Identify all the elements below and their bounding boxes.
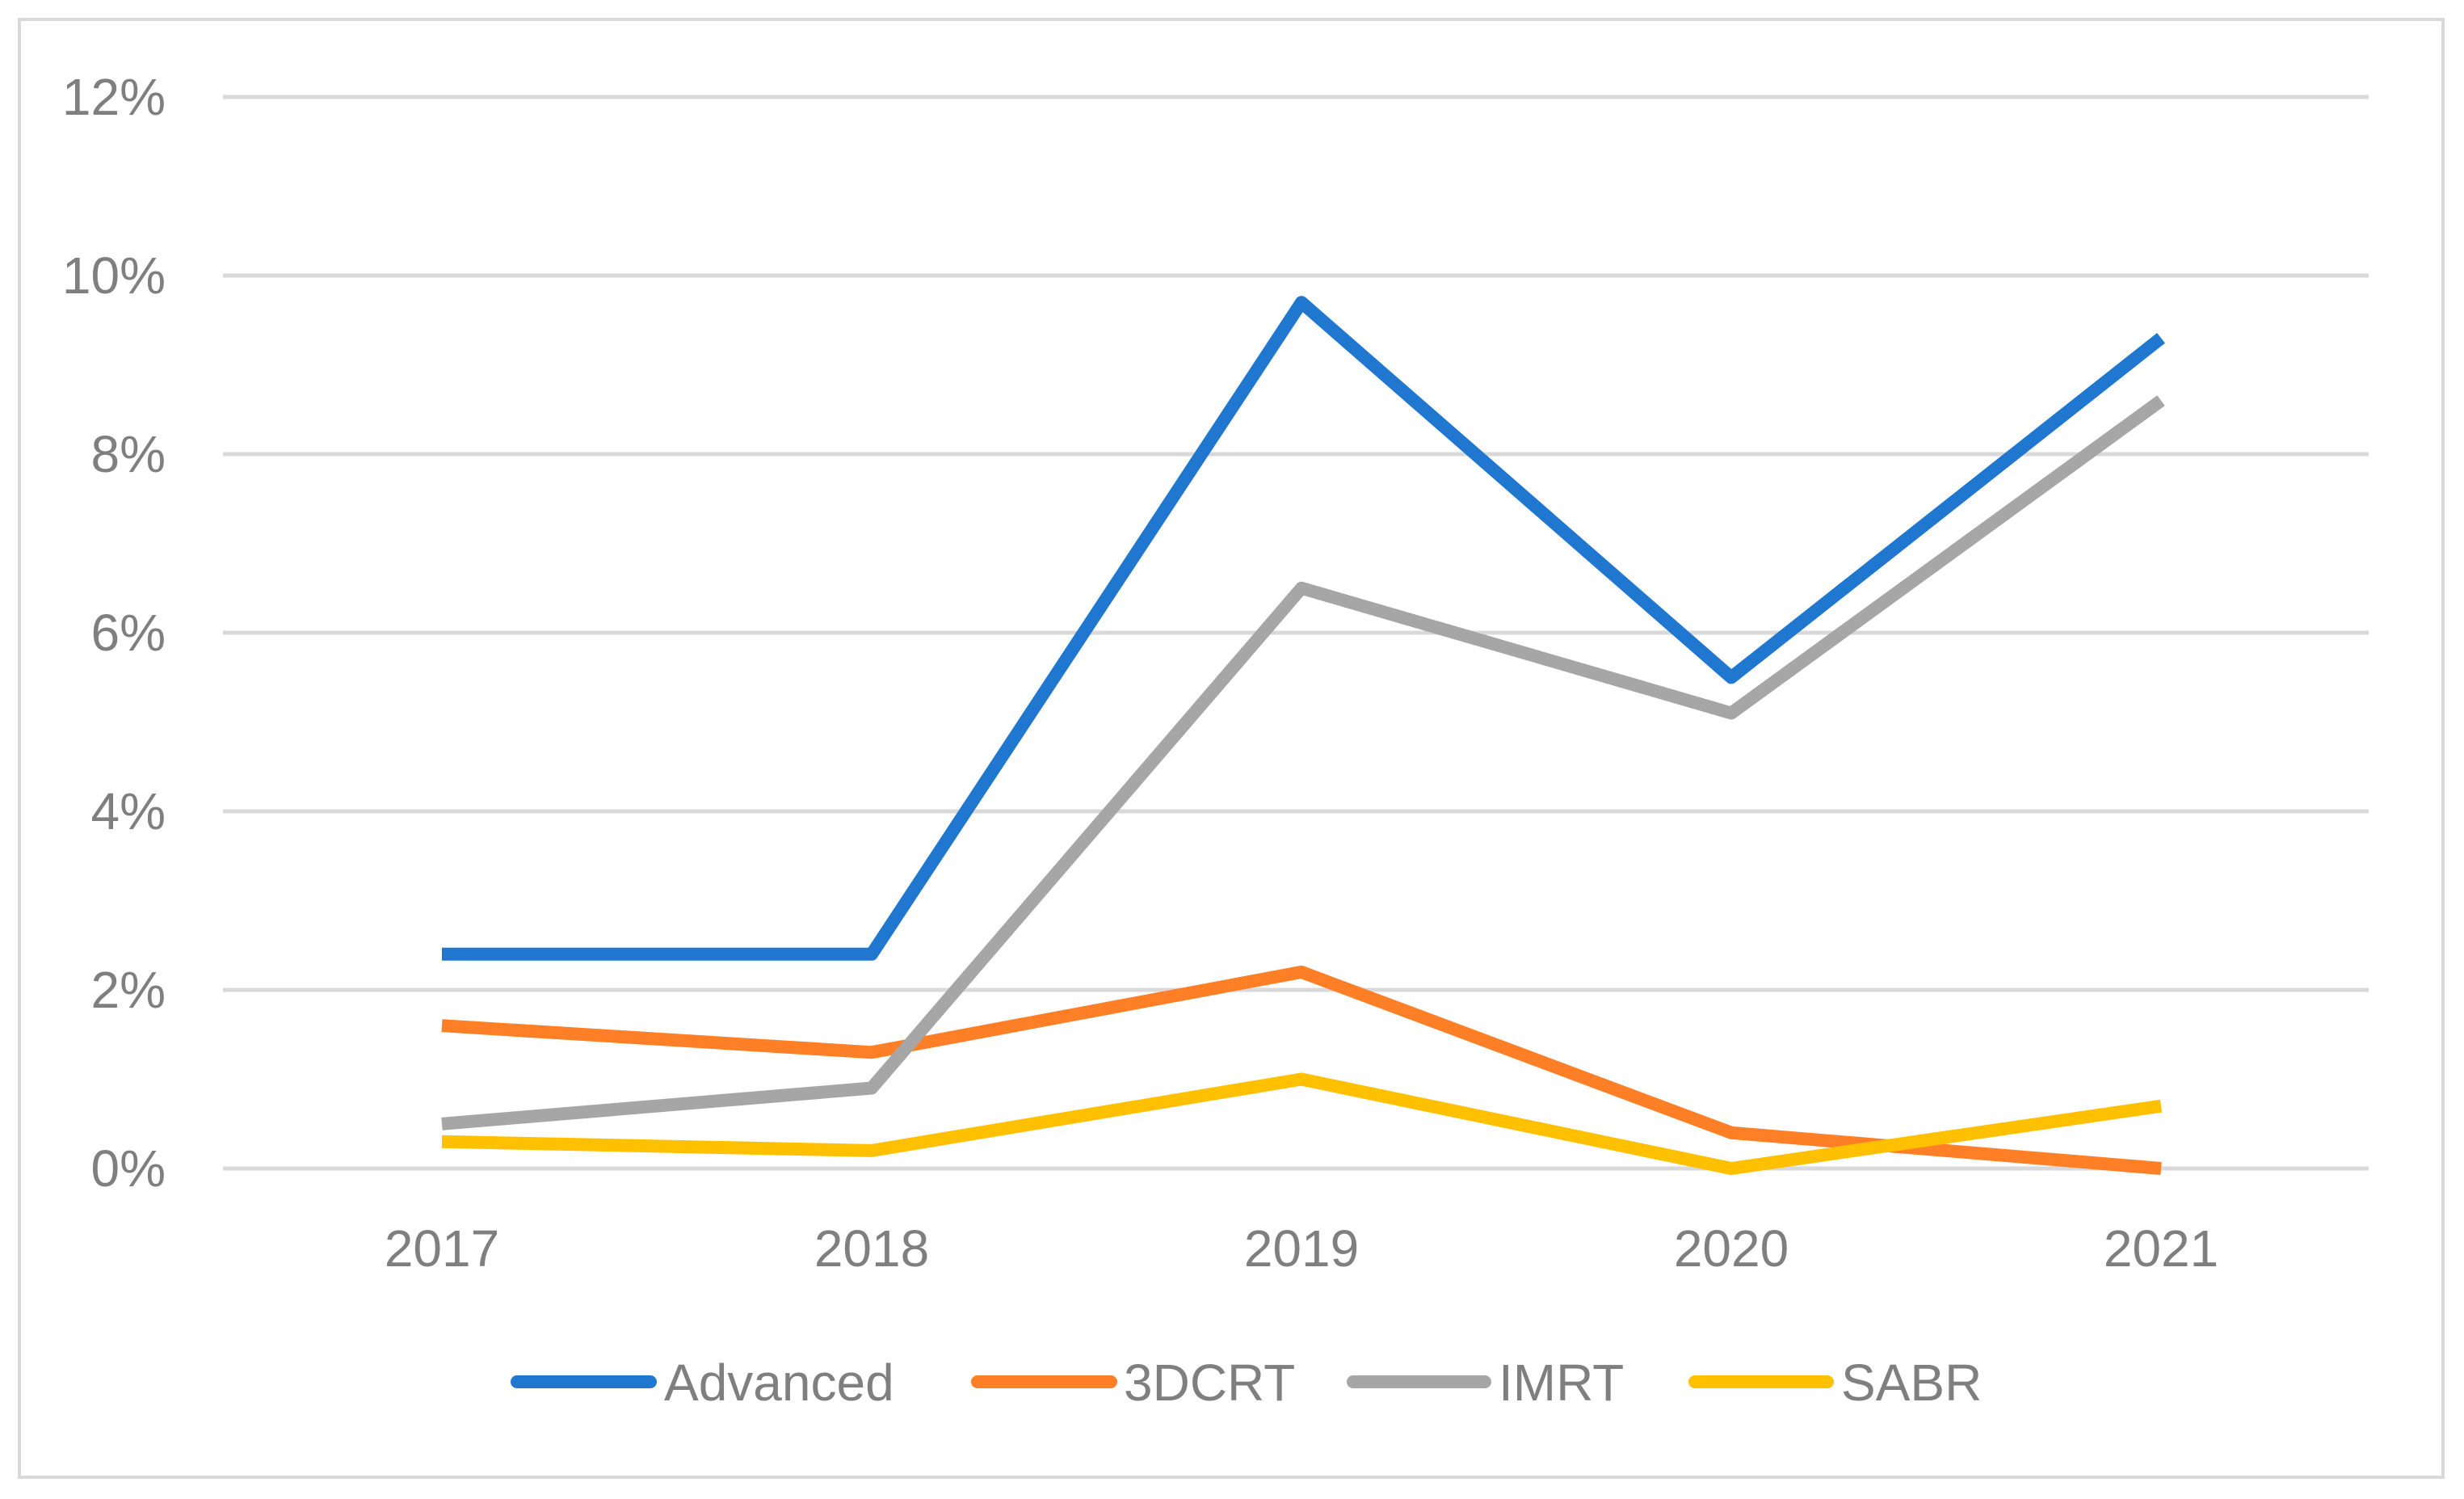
y-tick-label: 2%: [91, 961, 166, 1019]
series-line-sabr[interactable]: [441, 1072, 2163, 1175]
legend-item-sabr[interactable]: SABR: [1688, 1354, 1982, 1412]
series-lines: [441, 296, 2165, 1175]
gridlines: [223, 95, 2369, 1171]
y-tick-label: 8%: [91, 425, 166, 483]
legend-item-3dcrt[interactable]: 3DCRT: [971, 1354, 1295, 1412]
y-axis-ticks: 0% 2% 4% 6% 8% 10% 12%: [62, 68, 166, 1198]
x-axis-ticks: 2017 2018 2019 2020 2021: [385, 1219, 2218, 1278]
legend-label: 3DCRT: [1124, 1354, 1295, 1412]
x-tick-label: 2018: [814, 1219, 929, 1278]
legend-item-advanced[interactable]: Advanced: [511, 1354, 894, 1412]
legend-label: SABR: [1841, 1354, 1982, 1412]
series-line-advanced[interactable]: [442, 296, 2165, 961]
legend[interactable]: Advanced 3DCRT IMRT SABR: [511, 1354, 1982, 1412]
y-tick-label: 12%: [62, 68, 166, 126]
series-line-imrt[interactable]: [441, 395, 2165, 1131]
x-tick-label: 2017: [385, 1219, 499, 1278]
y-tick-label: 0%: [91, 1139, 166, 1198]
y-tick-label: 10%: [62, 246, 166, 305]
chart-frame: [18, 18, 2445, 1479]
y-tick-label: 4%: [91, 782, 166, 840]
y-tick-label: 6%: [91, 604, 166, 662]
legend-label: Advanced: [664, 1354, 894, 1412]
x-tick-label: 2019: [1244, 1219, 1359, 1278]
x-tick-label: 2021: [2104, 1219, 2218, 1278]
x-tick-label: 2020: [1674, 1219, 1789, 1278]
legend-item-imrt[interactable]: IMRT: [1347, 1354, 1624, 1412]
legend-label: IMRT: [1499, 1354, 1624, 1412]
